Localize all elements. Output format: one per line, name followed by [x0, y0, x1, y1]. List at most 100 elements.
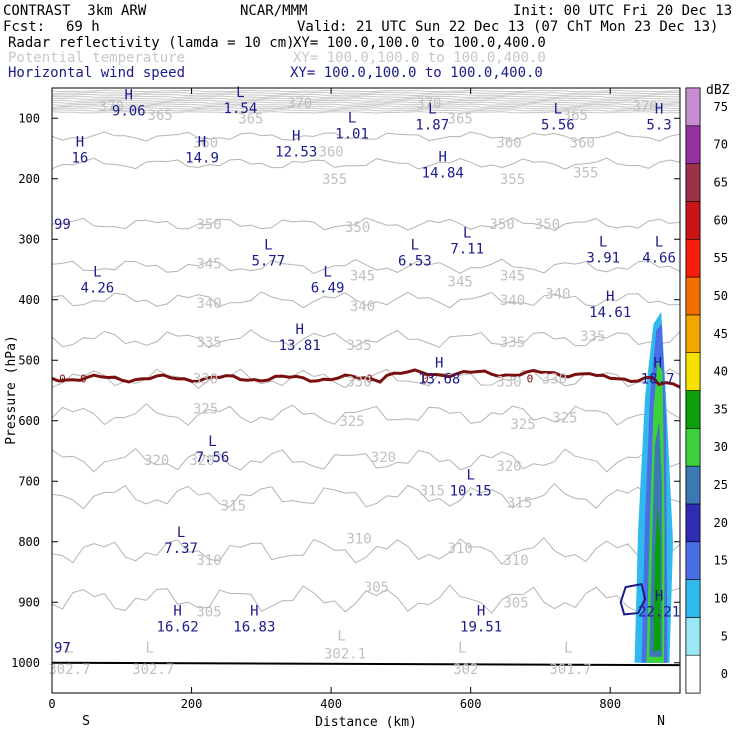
y-tick-label: 300	[18, 232, 40, 246]
y-tick-label: 1000	[11, 656, 40, 670]
wind-extremum-marker: L	[428, 101, 436, 117]
colorbar-swatch	[685, 428, 701, 467]
y-tick-label: 800	[18, 535, 40, 549]
wind-extremum-value: 16	[71, 151, 88, 167]
surface-theta-label: 302.7	[48, 662, 90, 678]
colorbar-swatch	[685, 654, 701, 694]
wind-extremum-value: 16.62	[157, 619, 199, 635]
surface-theta-label: 302.7	[132, 662, 174, 678]
freezing-level-label: 0	[80, 372, 87, 385]
theta-label: 305	[503, 595, 528, 611]
wind-extremum-marker: L	[236, 85, 244, 101]
wind-extremum-marker: L	[599, 234, 607, 250]
y-tick-label: 600	[18, 414, 40, 428]
colorbar-label: 35	[714, 402, 728, 416]
theta-label: 345	[500, 269, 525, 285]
org-label: NCAR/MMM	[240, 3, 308, 19]
colorbar-swatch	[685, 390, 701, 429]
theta-contour	[52, 103, 680, 106]
field-xy-theta: XY= 100.0,100.0 to 100.0,400.0	[293, 50, 546, 66]
y-tick-label: 400	[18, 293, 40, 307]
wind-extremum-marker: H	[439, 150, 447, 166]
wind-extremum-marker: L	[463, 225, 471, 241]
wind-extremum-value: 5.77	[251, 253, 285, 269]
forecast-hours: 69 h	[66, 19, 100, 35]
axes: 100 200 300 400 500 600 700 800 900 1000 0 200 400 60…	[11, 88, 680, 711]
wind-extremum-value: 7.56	[196, 450, 230, 466]
colorbar-label: 10	[714, 591, 728, 605]
colorbar-swatch	[685, 314, 701, 353]
theta-label: 340	[350, 299, 375, 315]
theta-label: 350	[196, 217, 221, 233]
theta-label: 365	[563, 108, 588, 124]
theta-label: 325	[552, 411, 577, 427]
theta-label: 315	[420, 483, 445, 499]
theta-contour	[52, 93, 680, 97]
wind-extremum-value: 14.84	[422, 166, 464, 182]
theta-label: 325	[339, 414, 364, 430]
theta-label: 365	[238, 111, 263, 127]
wind-extremum-marker: H	[198, 135, 206, 151]
colorbar-swatch	[685, 276, 701, 316]
theta-label: 335	[346, 338, 371, 354]
wind-extremum-value: 97	[54, 641, 71, 657]
wind-extremum-value: 1.54	[224, 101, 258, 117]
field-name-wind: Horizontal wind speed	[8, 65, 186, 81]
y-axis-title: Pressure (hPa)	[4, 335, 19, 445]
field-xy-wind: XY= 100.0,100.0 to 100.0,400.0	[290, 65, 543, 81]
wind-extremum-value: 16.83	[233, 619, 275, 635]
theta-contour	[52, 99, 680, 103]
x-tick-label: 0	[48, 697, 55, 711]
theta-label: 355	[573, 166, 598, 182]
theta-label: 340	[500, 293, 525, 309]
wind-extremum-value: 6.53	[398, 253, 432, 269]
theta-contour	[52, 537, 680, 566]
theta-label: 310	[346, 532, 371, 548]
wind-extremum-value: 10.15	[450, 483, 492, 499]
theta-label: 365	[148, 108, 173, 124]
field-name-reflectivity: Radar reflectivity (lamda = 10 cm)	[8, 35, 295, 51]
wind-extremum-marker: H	[477, 603, 485, 619]
freezing-level-label: 0	[422, 372, 429, 385]
wind-extremum-marker: H	[295, 322, 303, 338]
x-tick-label: 400	[320, 697, 342, 711]
right-endpoint-label: N	[657, 714, 665, 729]
colorbar: 0 5 10 15 20 25 30 35 40 45 50 55 60 65 70 75	[685, 87, 728, 694]
theta-label: 320	[371, 450, 396, 466]
wind-extremum-marker: H	[173, 603, 181, 619]
wind-extremum-marker: H	[606, 289, 614, 305]
wind-extremum-marker: L	[208, 434, 216, 450]
wind-extremum-value: 99	[54, 217, 71, 233]
surface-low-marker: L	[145, 641, 153, 657]
theta-label: 365	[448, 111, 473, 127]
wind-extremum-value: 18.7	[641, 371, 675, 387]
theta-contour	[52, 157, 680, 170]
wind-extremum-marker: H	[655, 101, 663, 117]
valid-time: Valid: 21 UTC Sun 22 Dec 13 (07 ChT Mon …	[297, 19, 719, 35]
theta-contour	[52, 105, 680, 108]
y-tick-label: 500	[18, 353, 40, 367]
theta-contour	[52, 329, 680, 349]
surface-low-marker: L	[65, 641, 73, 657]
theta-label: 320	[144, 453, 169, 469]
colorbar-label: 50	[714, 289, 728, 303]
theta-label: 315	[221, 498, 246, 514]
theta-label: 370	[287, 96, 312, 112]
left-endpoint-label: S	[82, 714, 90, 729]
wind-extremum-value: 4.26	[80, 281, 114, 297]
theta-label: 320	[189, 453, 214, 469]
theta-contour	[52, 482, 680, 510]
wind-extremum-marker: L	[93, 265, 101, 281]
colorbar-swatch	[685, 352, 701, 391]
theta-label: 345	[448, 275, 473, 291]
y-tick-label: 200	[18, 172, 40, 186]
theta-contour	[52, 101, 680, 104]
colorbar-label: 55	[714, 251, 728, 265]
wind-extremum-marker: H	[292, 129, 300, 145]
wind-extremum-value: 13.68	[418, 371, 460, 387]
theta-label: 370	[99, 99, 124, 115]
theta-label: 340	[196, 296, 221, 312]
theta-label: 355	[500, 172, 525, 188]
ground-surface	[52, 661, 680, 667]
colorbar-swatch	[685, 125, 701, 164]
